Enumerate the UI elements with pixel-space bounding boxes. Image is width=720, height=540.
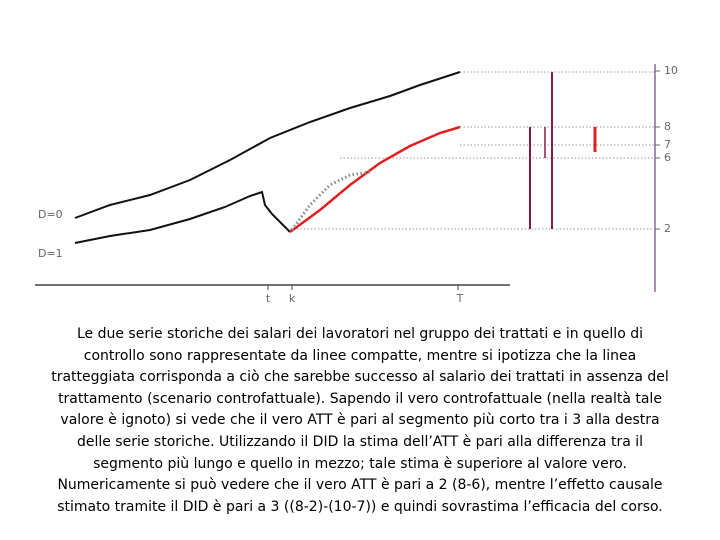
caption-line: tratteggiata corrisponda a ciò che sareb… [51,369,669,386]
counterfactual-line [290,170,371,231]
axis-tick-label: 6 [664,151,671,164]
axis-tick-label: 8 [664,120,671,133]
time-label: t [266,292,271,305]
caption-line: stimato tramite il DID è pari a 3 ((8-2)… [57,498,663,515]
axis-tick-label: 2 [664,222,671,235]
caption-line: valore è ignoto) si vede che il vero ATT… [60,412,660,429]
axis-tick-label: 7 [664,138,671,151]
control-line [74,71,461,219]
axis-ticks [655,70,660,230]
caption-line: trattamento (scenario controfattuale). S… [58,390,662,407]
time-label: Τ [456,292,464,305]
treated-line [74,190,291,244]
caption-line: Le due serie storiche dei salari dei lav… [76,326,643,342]
group-label: D=1 [38,247,63,260]
caption-line: segmento più lungo e quello in mezzo; ta… [93,455,627,472]
treated-post-line [289,125,461,234]
diagram: t k Τ 10 8 7 6 2 D=0 D=1 [35,64,678,305]
caption-line: delle serie storiche. Utilizzando il DID… [76,433,644,450]
axis-tick-label: 10 [664,64,678,77]
caption: Le due serie storiche dei salari dei lav… [20,324,700,518]
caption-line: Numericamente si può vedere che il vero … [57,477,663,494]
reference-lines [290,71,655,230]
group-label: D=0 [38,208,63,221]
caption-line: controllo sono rappresentate da linee co… [83,347,637,364]
time-label: k [289,292,296,305]
